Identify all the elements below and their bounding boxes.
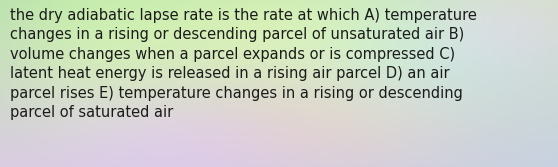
- Text: the dry adiabatic lapse rate is the rate at which A) temperature
changes in a ri: the dry adiabatic lapse rate is the rate…: [10, 8, 477, 120]
